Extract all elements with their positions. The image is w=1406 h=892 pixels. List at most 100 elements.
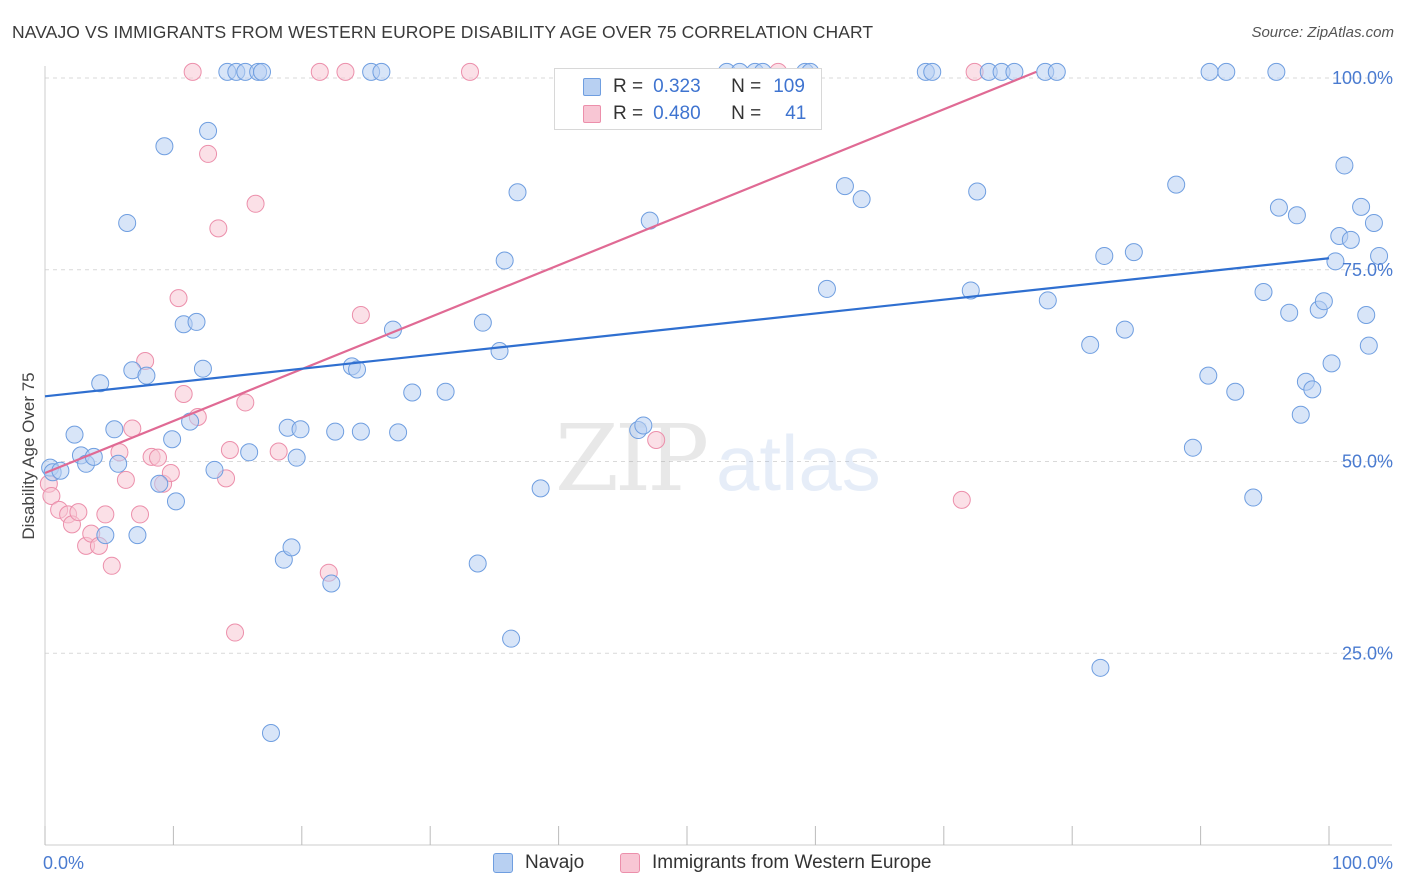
- immigrants-point: [209, 219, 228, 238]
- navajo-point: [436, 382, 455, 401]
- legend-swatch-immigrants: [583, 105, 601, 123]
- navajo-point: [1326, 252, 1345, 271]
- navajo-point: [1199, 366, 1218, 385]
- navajo-point: [193, 359, 212, 378]
- grid-layer: [45, 77, 1392, 654]
- navajo-point: [961, 281, 980, 300]
- legend-n-label: N =: [731, 103, 762, 124]
- watermark: ZIP atlas: [555, 405, 881, 512]
- navajo-point: [490, 342, 509, 361]
- navajo-point: [261, 724, 280, 743]
- series-legend: Navajo Immigrants from Western Europe: [0, 852, 1406, 878]
- navajo-point: [508, 183, 527, 202]
- navajo-point: [634, 416, 653, 435]
- navajo-point: [1091, 658, 1110, 677]
- navajo-point: [1200, 62, 1219, 81]
- navajo-points: [41, 62, 1389, 743]
- navajo-point: [1038, 291, 1057, 310]
- navajo-point: [1115, 320, 1134, 339]
- immigrants-trend-line: [44, 70, 1037, 475]
- immigrants-point: [220, 440, 239, 459]
- immigrants-point: [351, 306, 370, 325]
- immigrants-point: [336, 62, 355, 81]
- immigrants-point: [161, 464, 180, 483]
- source-credit: Source: ZipAtlas.com: [1251, 24, 1394, 41]
- navajo-point: [1124, 243, 1143, 262]
- navajo-point: [291, 420, 310, 439]
- navajo-point: [1291, 405, 1310, 424]
- immigrants-point: [310, 62, 329, 81]
- navajo-point: [351, 422, 370, 441]
- watermark-zip: ZIP: [555, 405, 706, 512]
- navajo-point: [473, 313, 492, 332]
- immigrants-point: [226, 623, 245, 642]
- x-tick-label: 100.0%: [1332, 853, 1393, 873]
- navajo-point: [468, 554, 487, 573]
- y-tick-label: 75.0%: [1342, 260, 1393, 280]
- navajo-point: [322, 574, 341, 593]
- legend-row-navajo: R = 0.323 N = 109: [583, 73, 805, 101]
- legend-label-navajo: Navajo: [525, 852, 585, 873]
- axis-layer: [44, 66, 1392, 846]
- navajo-point: [348, 360, 367, 379]
- immigrants-point: [131, 505, 150, 524]
- navajo-point: [968, 182, 987, 201]
- navajo-point: [923, 62, 942, 81]
- navajo-point: [1226, 382, 1245, 401]
- navajo-point: [817, 279, 836, 298]
- immigrants-swatch: [620, 853, 640, 873]
- x-tick-label: 0.0%: [43, 853, 84, 873]
- legend-item-navajo[interactable]: Navajo: [493, 852, 584, 874]
- y-tick-label: 25.0%: [1342, 643, 1393, 663]
- navajo-point: [1341, 230, 1360, 249]
- navajo-point: [282, 538, 301, 557]
- tick-labels: 25.0% 50.0% 75.0% 100.0% 0.0% 100.0%: [43, 68, 1393, 873]
- navajo-point: [287, 448, 306, 467]
- navajo-point: [502, 629, 521, 648]
- immigrants-point: [42, 487, 61, 506]
- navajo-point: [1254, 282, 1273, 301]
- legend-n-value: 109: [773, 76, 805, 97]
- navajo-point: [1280, 303, 1299, 322]
- legend-item-immigrants[interactable]: Immigrants from Western Europe: [620, 852, 931, 874]
- y-tick-label: 100.0%: [1332, 68, 1393, 88]
- navajo-point: [835, 177, 854, 196]
- navajo-point: [155, 137, 174, 156]
- navajo-point: [495, 251, 514, 270]
- navajo-point: [240, 443, 259, 462]
- navajo-point: [163, 430, 182, 449]
- stats-legend: R = 0.323 N = 109 R = 0.480 N = 41: [554, 68, 822, 130]
- navajo-point: [326, 422, 345, 441]
- navajo-point: [118, 213, 137, 232]
- navajo-point: [1269, 198, 1288, 217]
- navajo-point: [1167, 175, 1186, 194]
- navajo-point: [1047, 62, 1066, 81]
- navajo-point: [1322, 354, 1341, 373]
- navajo-point: [1359, 336, 1378, 355]
- immigrants-point: [183, 62, 202, 81]
- legend-n-value: 41: [785, 103, 807, 124]
- legend-n-label: N =: [731, 76, 762, 97]
- watermark-atlas: atlas: [716, 419, 881, 507]
- navajo-swatch: [493, 853, 513, 873]
- navajo-point: [65, 425, 84, 444]
- immigrants-point: [148, 448, 167, 467]
- legend-swatch-navajo: [583, 78, 601, 96]
- immigrants-point: [952, 490, 971, 509]
- navajo-trend-line: [44, 257, 1330, 398]
- navajo-point: [1267, 62, 1286, 81]
- chart-title: NAVAJO VS IMMIGRANTS FROM WESTERN EUROPE…: [12, 22, 874, 42]
- navajo-point: [1357, 306, 1376, 325]
- legend-label-immigrants: Immigrants from Western Europe: [652, 852, 932, 873]
- legend-r-label: R =: [613, 103, 644, 124]
- navajo-point: [105, 420, 124, 439]
- navajo-point: [1314, 292, 1333, 311]
- immigrants-point: [461, 62, 480, 81]
- navajo-point: [205, 460, 224, 479]
- navajo-point: [199, 121, 218, 140]
- immigrants-point: [647, 431, 666, 450]
- navajo-point: [1183, 438, 1202, 457]
- immigrants-point: [169, 289, 188, 308]
- immigrants-point: [116, 470, 135, 489]
- navajo-point: [128, 526, 147, 545]
